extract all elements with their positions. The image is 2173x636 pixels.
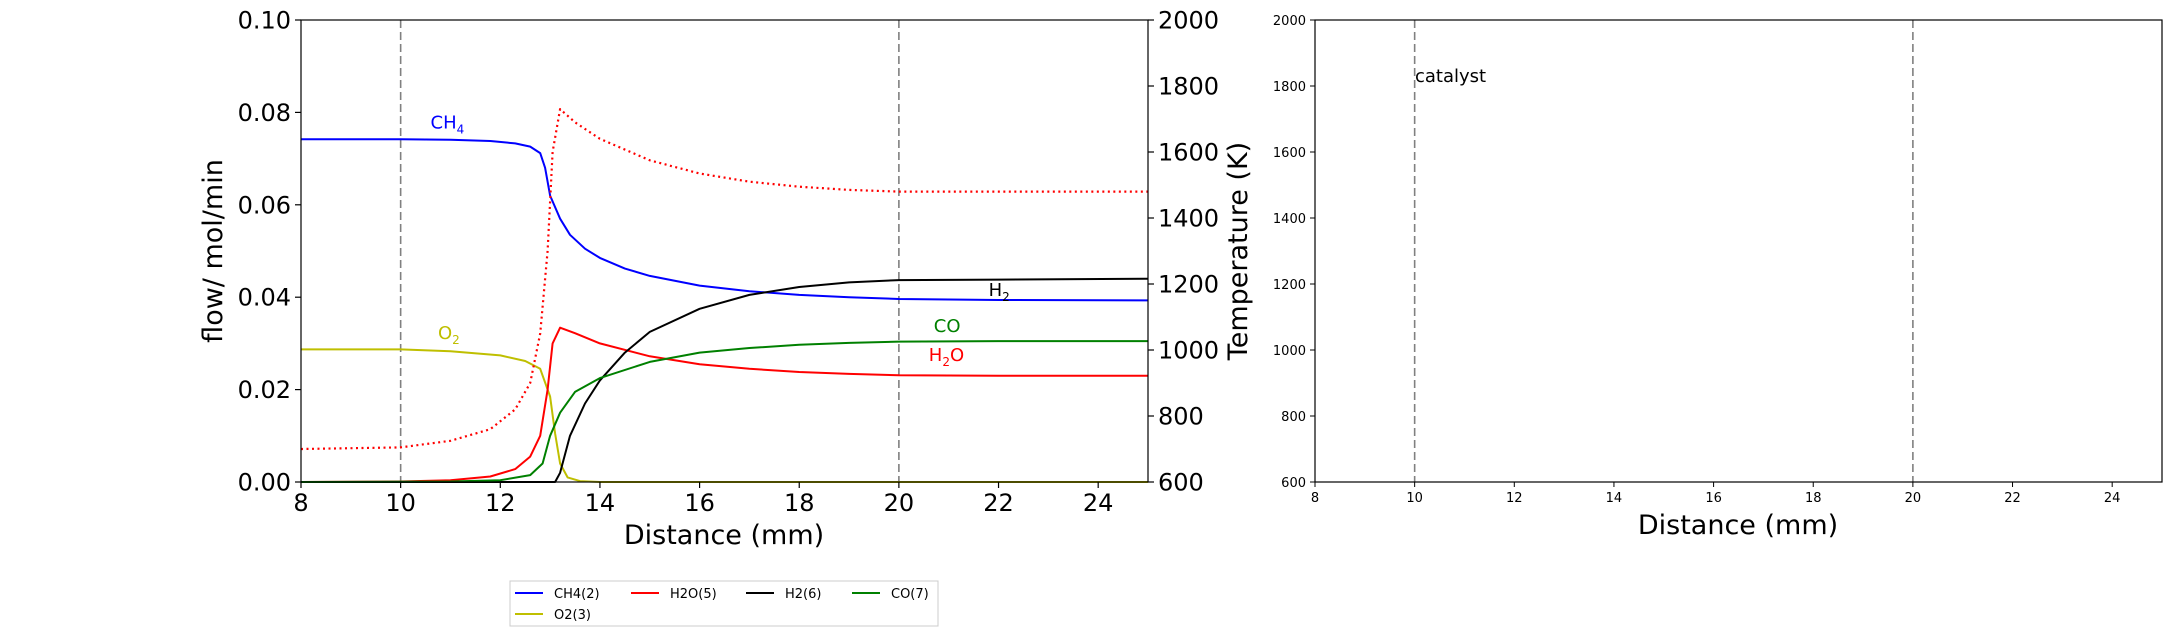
y2-axis-label: Temperature (K) xyxy=(1223,142,1254,361)
x-axis-label: Distance (mm) xyxy=(624,520,824,551)
x-tick-label: 18 xyxy=(784,489,815,517)
y2-tick-label: 1800 xyxy=(1158,73,1219,101)
y-tick-label: 1600 xyxy=(1273,146,1306,161)
y2-tick-label: 800 xyxy=(1158,403,1204,431)
series-line-co-7 xyxy=(300,340,1148,483)
series-annotation-h2: H2 xyxy=(989,280,1010,304)
x-tick-label: 20 xyxy=(1905,491,1922,506)
legend-label-co-7: CO(7) xyxy=(891,587,929,602)
y-tick-label: 600 xyxy=(1281,476,1306,491)
x-tick-label: 14 xyxy=(1606,491,1623,506)
y-tick-label: 0.04 xyxy=(238,284,291,312)
x-axis-ticks: 8 10 12 14 16 18 20 22 24 xyxy=(1311,482,2121,506)
x-tick-label: 8 xyxy=(1311,491,1319,506)
series-annotation-ch4: CH4 xyxy=(431,113,465,137)
x-tick-label: 16 xyxy=(684,489,715,517)
x-tick-label: 12 xyxy=(485,489,516,517)
y-axis-label: flow/ mol/min xyxy=(198,159,229,343)
plot-frame xyxy=(1314,19,2163,483)
x-tick-label: 24 xyxy=(2104,491,2121,506)
vertical-reference-lines xyxy=(1413,20,1914,482)
x-tick-label: 18 xyxy=(1805,491,1822,506)
y-tick-label: 0.02 xyxy=(238,376,291,404)
x-tick-label: 12 xyxy=(1506,491,1523,506)
series-line-o2-3 xyxy=(301,348,1148,483)
plot-frame xyxy=(300,19,1149,483)
legend-box xyxy=(509,580,939,627)
catalyst-annotation: catalyst xyxy=(1415,66,1486,87)
y-tick-label: 0.10 xyxy=(238,7,291,35)
annotations: CH4 O2 H2 CO H2O xyxy=(431,113,1010,369)
legend: CH4(2) H2O(5) H2(6) CO(7) O2(3) xyxy=(509,580,939,627)
y2-tick-label: 600 xyxy=(1158,469,1204,497)
y2-tick-label: 2000 xyxy=(1158,7,1219,35)
y2-axis-ticks: 600 800 1000 1200 1400 1600 1800 2000 xyxy=(1148,7,1219,497)
legend-label-h2-6: H2(6) xyxy=(785,587,821,602)
series-group xyxy=(300,108,1149,483)
series-line-h2o-5 xyxy=(300,326,1148,483)
y-tick-label: 0.00 xyxy=(238,469,291,497)
series-line-ch4-2 xyxy=(301,138,1149,302)
x-tick-label: 10 xyxy=(1406,491,1423,506)
x-axis-ticks: 8 10 12 14 16 18 20 22 24 xyxy=(293,482,1113,517)
legend-label-o2-3: O2(3) xyxy=(554,608,591,623)
x-tick-label: 10 xyxy=(385,489,416,517)
y2-tick-label: 1200 xyxy=(1158,271,1219,299)
y2-tick-label: 1400 xyxy=(1158,205,1219,233)
y-tick-label: 800 xyxy=(1281,410,1306,425)
x-tick-label: 20 xyxy=(884,489,915,517)
y-tick-label: 1000 xyxy=(1273,344,1306,359)
series-line-temperature-5 xyxy=(300,108,1148,451)
y-tick-label: 0.06 xyxy=(238,191,291,219)
series-line-h2-6 xyxy=(301,277,1149,483)
vertical-reference-lines xyxy=(399,20,900,482)
series-annotation-co: CO xyxy=(934,316,961,337)
series-annotation-o2: O2 xyxy=(438,323,460,347)
x-tick-label: 24 xyxy=(1083,489,1114,517)
y-tick-label: 2000 xyxy=(1273,14,1306,29)
series-annotation-h2o: H2O xyxy=(929,345,964,369)
x-tick-label: 16 xyxy=(1705,491,1722,506)
x-tick-label: 14 xyxy=(585,489,616,517)
x-tick-label: 22 xyxy=(983,489,1014,517)
y2-tick-label: 1600 xyxy=(1158,139,1219,167)
legend-label-h2o-5: H2O(5) xyxy=(670,587,717,602)
right-chart: 8 10 12 14 16 18 20 22 24 600 800 1000 1200 1400 1600… xyxy=(1273,14,2163,541)
legend-label-ch4-2: CH4(2) xyxy=(554,587,600,602)
y-axis-ticks: 600 800 1000 1200 1400 1600 1800 2000 xyxy=(1273,14,1315,491)
left-chart: 8 10 12 14 16 18 20 22 24 0.000.020.040.060.080.… xyxy=(198,7,1254,552)
y-tick-label: 1800 xyxy=(1273,80,1306,95)
x-tick-label: 22 xyxy=(2004,491,2021,506)
y-axis-ticks: 0.00 0.02 0.04 0.06 0.08 0.10 xyxy=(238,7,301,497)
y-tick-label: 1200 xyxy=(1273,278,1306,293)
x-axis-label: Distance (mm) xyxy=(1638,510,1838,541)
x-tick-label: 8 xyxy=(293,489,308,517)
y-tick-label: 1400 xyxy=(1273,212,1306,227)
y-tick-label: 0.08 xyxy=(238,99,291,127)
y2-tick-label: 1000 xyxy=(1158,337,1219,365)
